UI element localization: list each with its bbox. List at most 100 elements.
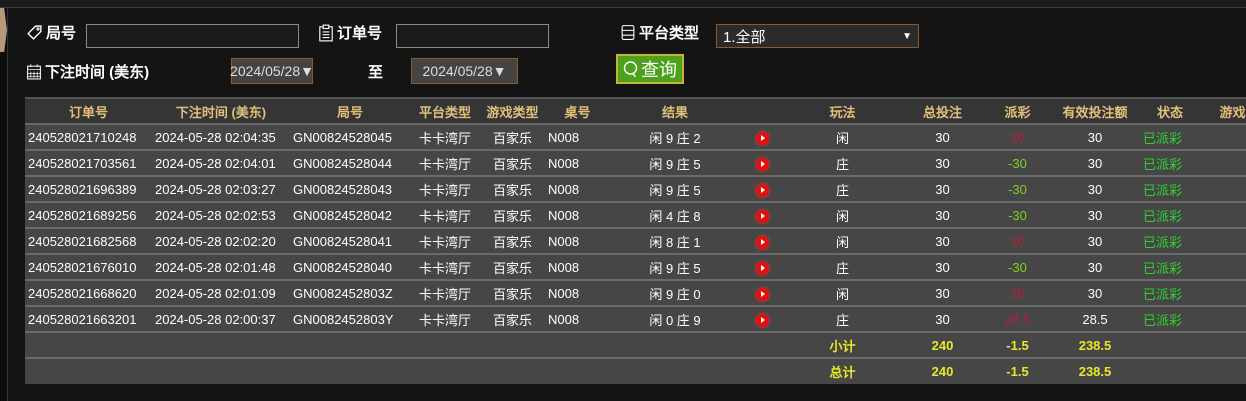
round-id: GN00824528044 <box>290 149 410 176</box>
date-from-picker[interactable]: 2024/05/28▼ <box>230 58 314 84</box>
total-bet: 30 <box>900 279 985 306</box>
total-bet: 30 <box>900 227 985 254</box>
replay-cell <box>740 253 785 280</box>
game-cell <box>1200 175 1246 202</box>
result: 闲 9 庄 0 <box>610 279 740 306</box>
replay-cell <box>740 149 785 176</box>
to-label: 至 <box>368 64 384 81</box>
total-bet: 30 <box>900 305 985 332</box>
subtotal-payout: -1.5 <box>985 331 1050 358</box>
valid-bet: 30 <box>1050 175 1140 202</box>
column-header: 状态 <box>1140 97 1200 124</box>
top-bar <box>0 0 1246 8</box>
replay-cell <box>740 279 785 306</box>
bet-option: 庄 <box>785 305 900 332</box>
payout: 30 <box>985 123 1050 150</box>
column-header: 有效投注额 <box>1050 97 1140 124</box>
table-row[interactable]: 240528021689256 2024-05-28 02:02:53 GN0082… <box>25 201 1246 228</box>
order-id: 240528021689256 <box>25 201 152 228</box>
bet-time: 2024-05-28 02:02:20 <box>152 227 290 254</box>
bet-time: 2024-05-28 02:03:27 <box>152 175 290 202</box>
table-id: N008 <box>545 279 610 306</box>
side-panel-toggle[interactable] <box>0 8 7 52</box>
order-id: 240528021703561 <box>25 149 152 176</box>
play-video-icon[interactable] <box>756 235 769 249</box>
status-badge: 已派彩 <box>1140 227 1200 254</box>
bet-time: 2024-05-28 02:01:48 <box>152 253 290 280</box>
order-id: 240528021710248 <box>25 123 152 150</box>
result: 闲 9 庄 2 <box>610 123 740 150</box>
bet-option: 闲 <box>785 279 900 306</box>
total-bet: 30 <box>900 123 985 150</box>
status-badge: 已派彩 <box>1140 175 1200 202</box>
status-badge: 已派彩 <box>1140 149 1200 176</box>
order-id: 240528021676010 <box>25 253 152 280</box>
time-label: 下注时间 (美东) <box>26 61 149 82</box>
game-type: 百家乐 <box>480 279 545 306</box>
total-label: 总计 <box>785 357 900 384</box>
play-video-icon[interactable] <box>756 209 769 223</box>
date-to-picker[interactable]: 2024/05/28▼ <box>411 58 518 84</box>
play-video-icon[interactable] <box>756 287 769 301</box>
table-row[interactable]: 240528021703561 2024-05-28 02:04:01 GN0082… <box>25 149 1246 176</box>
empty-cell <box>25 357 152 384</box>
empty-cell <box>610 331 740 358</box>
valid-bet: 30 <box>1050 279 1140 306</box>
bet-time: 2024-05-28 02:00:37 <box>152 305 290 332</box>
valid-bet: 30 <box>1050 201 1140 228</box>
chevron-down-icon: ▼ <box>902 30 912 42</box>
game-cell <box>1200 149 1246 176</box>
column-header: 平台类型 <box>410 97 480 124</box>
play-video-icon[interactable] <box>756 157 769 171</box>
result: 闲 4 庄 8 <box>610 201 740 228</box>
column-header: 局号 <box>290 97 410 124</box>
round-input[interactable] <box>86 24 299 48</box>
result: 闲 0 庄 9 <box>610 305 740 332</box>
table-id: N008 <box>545 253 610 280</box>
table-row[interactable]: 240528021676010 2024-05-28 02:01:48 GN0082… <box>25 253 1246 280</box>
play-video-icon[interactable] <box>756 261 769 275</box>
table-row[interactable]: 240528021682568 2024-05-28 02:02:20 GN0082… <box>25 227 1246 254</box>
total-bet: 240 <box>900 357 985 384</box>
query-button[interactable]: 查询 <box>616 54 684 84</box>
play-video-icon[interactable] <box>756 183 769 197</box>
column-header: 结果 <box>610 97 740 124</box>
play-video-icon[interactable] <box>756 313 769 327</box>
total-bet: 30 <box>900 149 985 176</box>
column-header: 游戏类型 <box>480 97 545 124</box>
order-id: 240528021696389 <box>25 175 152 202</box>
total-bet: 30 <box>900 253 985 280</box>
column-header: 总投注 <box>900 97 985 124</box>
payout: -30 <box>985 201 1050 228</box>
total-bet: 30 <box>900 201 985 228</box>
search-icon <box>623 61 638 78</box>
empty-cell <box>610 357 740 384</box>
result: 闲 9 庄 5 <box>610 149 740 176</box>
round-id: GN00824528043 <box>290 175 410 202</box>
table-row[interactable]: 240528021668620 2024-05-28 02:01:09 GN0082… <box>25 279 1246 306</box>
platform-select[interactable]: 1.全部 ▼ <box>716 24 919 48</box>
replay-cell <box>740 175 785 202</box>
replay-cell <box>740 305 785 332</box>
play-video-icon[interactable] <box>756 131 769 145</box>
game-type: 百家乐 <box>480 227 545 254</box>
valid-bet: 30 <box>1050 253 1140 280</box>
table-row[interactable]: 240528021696389 2024-05-28 02:03:27 GN0082… <box>25 175 1246 202</box>
status-badge: 已派彩 <box>1140 305 1200 332</box>
payout: 28.5 <box>985 305 1050 332</box>
empty-cell <box>545 331 610 358</box>
list-icon <box>621 25 635 40</box>
payout: 30 <box>985 227 1050 254</box>
status-badge: 已派彩 <box>1140 201 1200 228</box>
empty-cell <box>480 331 545 358</box>
order-input[interactable] <box>396 24 549 48</box>
platform: 卡卡湾厅 <box>410 149 480 176</box>
payout: -30 <box>985 149 1050 176</box>
bet-option: 闲 <box>785 227 900 254</box>
column-header: 订单号 <box>25 97 152 124</box>
table-row[interactable]: 240528021663201 2024-05-28 02:00:37 GN0082… <box>25 305 1246 332</box>
column-header <box>740 97 785 124</box>
column-header: 游戏 <box>1200 97 1246 124</box>
order-id: 240528021668620 <box>25 279 152 306</box>
table-row[interactable]: 240528021710248 2024-05-28 02:04:35 GN0082… <box>25 123 1246 150</box>
